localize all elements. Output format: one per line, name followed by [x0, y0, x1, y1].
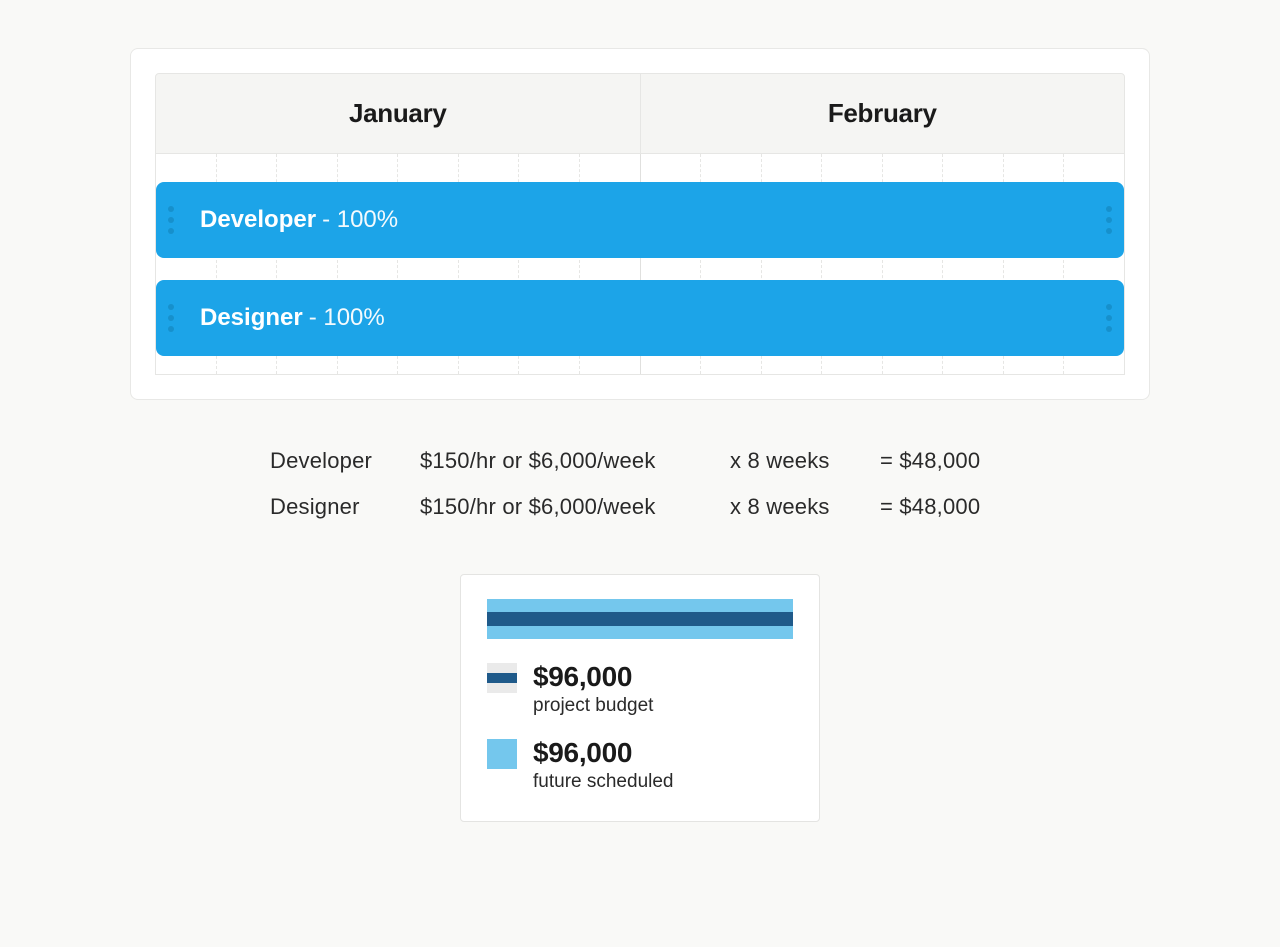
- bar-allocation: - 100%: [322, 206, 398, 234]
- swatch-future-icon: [487, 739, 517, 769]
- cost-breakdown: Developer $150/hr or $6,000/week x 8 wee…: [270, 448, 1010, 520]
- legend-amount: $96,000: [533, 737, 674, 769]
- bar-allocation: - 100%: [309, 304, 385, 332]
- breakdown-duration: x 8 weeks: [730, 448, 880, 474]
- drag-handle-left-icon[interactable]: [168, 304, 174, 332]
- budget-progress-bar: [487, 599, 793, 639]
- legend-amount: $96,000: [533, 661, 653, 693]
- legend-future-scheduled: $96,000 future scheduled: [487, 737, 793, 793]
- legend-project-budget: $96,000 project budget: [487, 661, 793, 717]
- month-header: January February: [155, 73, 1125, 154]
- budget-summary-card: $96,000 project budget $96,000 future sc…: [460, 574, 820, 822]
- breakdown-role: Designer: [270, 494, 420, 520]
- breakdown-row: Designer $150/hr or $6,000/week x 8 week…: [270, 494, 1010, 520]
- timeline-card: January February Developer - 100% Design…: [130, 48, 1150, 400]
- allocation-bar-developer[interactable]: Developer - 100%: [156, 182, 1124, 258]
- legend-label: future scheduled: [533, 771, 674, 793]
- breakdown-rate: $150/hr or $6,000/week: [420, 448, 730, 474]
- swatch-budget-icon: [487, 663, 517, 693]
- breakdown-row: Developer $150/hr or $6,000/week x 8 wee…: [270, 448, 1010, 474]
- bar-role: Developer: [200, 206, 316, 234]
- week-grid: Developer - 100% Designer - 100%: [155, 154, 1125, 375]
- bar-role: Designer: [200, 304, 303, 332]
- allocation-bar-designer[interactable]: Designer - 100%: [156, 280, 1124, 356]
- breakdown-total: = $48,000: [880, 494, 1010, 520]
- month-february: February: [641, 74, 1125, 153]
- breakdown-duration: x 8 weeks: [730, 494, 880, 520]
- budget-progress-inner: [487, 612, 793, 626]
- drag-handle-left-icon[interactable]: [168, 206, 174, 234]
- breakdown-role: Developer: [270, 448, 420, 474]
- legend-label: project budget: [533, 695, 653, 717]
- drag-handle-right-icon[interactable]: [1106, 304, 1112, 332]
- drag-handle-right-icon[interactable]: [1106, 206, 1112, 234]
- month-january: January: [156, 74, 641, 153]
- breakdown-rate: $150/hr or $6,000/week: [420, 494, 730, 520]
- breakdown-total: = $48,000: [880, 448, 1010, 474]
